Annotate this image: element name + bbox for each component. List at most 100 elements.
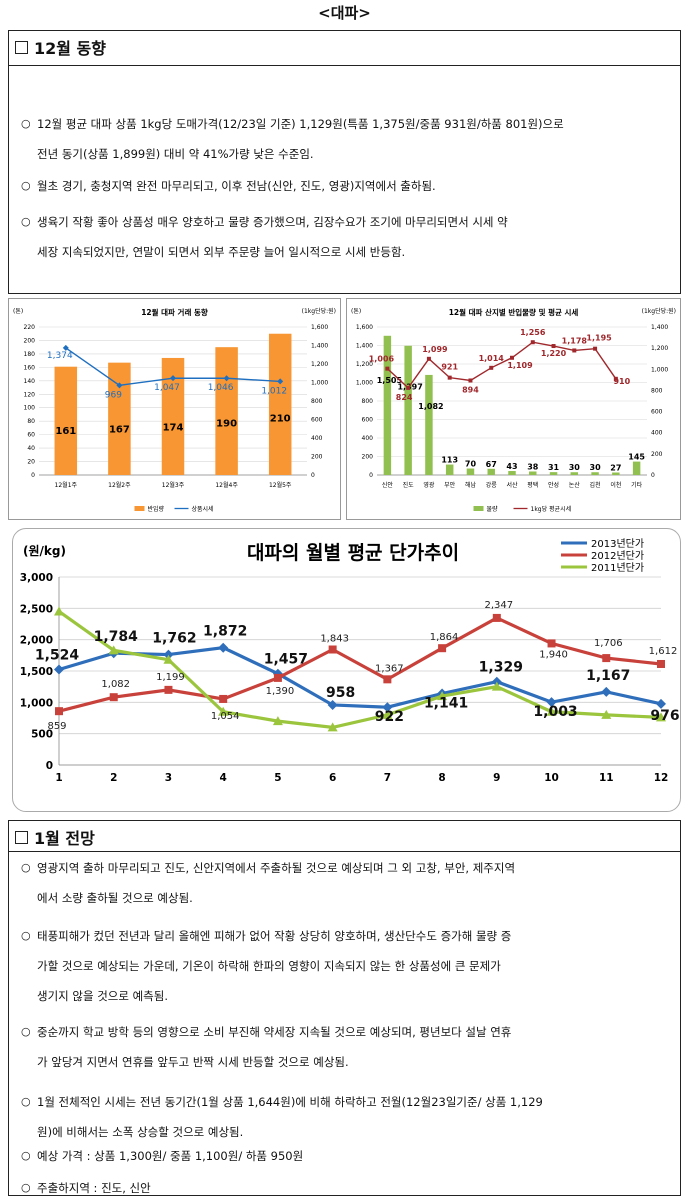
legend-swatch xyxy=(473,506,484,511)
x-tick-label: 5 xyxy=(274,772,281,784)
line-marker xyxy=(426,356,431,361)
bar xyxy=(549,472,558,475)
weekly-trade-chart: 12월 대파 거래 동향 (톤) (1kg단당:원) 0 20 40 60 80 100 120 1… xyxy=(8,298,341,520)
category-label: 12월2주 xyxy=(108,481,131,489)
value-label-2012: 1,390 xyxy=(266,686,295,697)
line-marker xyxy=(406,385,411,390)
value-label-2013: 1,329 xyxy=(479,660,523,676)
line-marker xyxy=(164,685,173,694)
bar-value-label: 174 xyxy=(163,423,184,434)
line-marker xyxy=(510,355,514,360)
bar-value-label: 167 xyxy=(109,424,130,435)
line-marker xyxy=(385,366,390,371)
value-label-2013: 1,141 xyxy=(424,695,468,711)
category-label: 안성 xyxy=(548,481,559,489)
left-tick-label: 1,000 xyxy=(356,380,373,387)
region-volume-chart: 12월 대파 산지별 반입물량 및 평균 시세 (톤) (1kg단당:원) 0 200 4… xyxy=(346,298,681,520)
value-label-2012: 1,706 xyxy=(594,638,623,649)
bar-value-label: 38 xyxy=(527,462,539,471)
circle-bullet-icon: ○ xyxy=(21,117,31,130)
bullet-text-line: 12월 평균 대파 상품 1kg당 도매가격(12/23일 기준) 1,129원… xyxy=(37,117,564,131)
line-marker xyxy=(551,344,556,349)
left-tick-label: 1,600 xyxy=(356,324,373,331)
right-tick-label: 1,200 xyxy=(311,361,328,368)
x-tick-label: 8 xyxy=(438,772,445,784)
line-marker xyxy=(383,675,392,684)
left-tick-label: 600 xyxy=(362,417,374,424)
chart-title: 12월 대파 거래 동향 xyxy=(141,307,208,317)
line-marker xyxy=(218,642,229,653)
line-value-label: 1,109 xyxy=(507,361,533,370)
line-marker xyxy=(327,699,338,710)
line-marker xyxy=(116,382,123,389)
left-tick-label: 200 xyxy=(24,337,36,344)
right-axis-unit: (1kg단당:원) xyxy=(302,307,336,315)
left-tick-label: 220 xyxy=(24,324,36,331)
legend-label: 2012년단가 xyxy=(591,550,644,562)
value-label-2012: 1,843 xyxy=(320,634,349,645)
bullet-item: ○ 1월 전체적인 시세는 전년 동기간(1월 상품 1,644원)에 비해 하락… xyxy=(15,1087,675,1147)
category-label: 강릉 xyxy=(486,481,498,489)
line-marker xyxy=(530,340,535,345)
legend-swatch xyxy=(134,506,145,511)
bar xyxy=(591,472,599,475)
line-marker xyxy=(163,654,174,664)
line-marker xyxy=(546,706,557,716)
bullet-text-line: 1월 전체적인 시세는 전년 동기간(1월 상품 1,644원)에 비해 하락하… xyxy=(37,1095,543,1109)
right-tick-label: 1,400 xyxy=(311,343,328,350)
line-value-label: 1,374 xyxy=(47,351,73,361)
circle-bullet-icon: ○ xyxy=(21,1181,31,1194)
line-value-label: 910 xyxy=(613,377,630,386)
value-label-2012: 859 xyxy=(47,721,66,732)
category-label: 이천 xyxy=(610,481,621,489)
bar xyxy=(612,472,620,475)
y-tick-label: 500 xyxy=(31,729,53,741)
line-marker xyxy=(277,378,284,385)
value-label-2012: 1,864 xyxy=(430,632,459,643)
right-tick-label: 600 xyxy=(651,409,663,416)
bullet-item: ○ 영광지역 출하 마무리되고 진도, 신안지역에서 주출하될 것으로 예상되며 … xyxy=(15,853,675,913)
right-tick-label: 1,400 xyxy=(651,324,668,331)
x-tick-label: 4 xyxy=(220,772,227,784)
bar xyxy=(404,345,412,475)
line-marker xyxy=(547,639,556,648)
line-marker xyxy=(55,707,63,716)
bar-value-label: 113 xyxy=(441,456,458,465)
line-value-label: 1,178 xyxy=(562,336,588,345)
checkbox-square-icon xyxy=(15,40,28,54)
category-label: 논산 xyxy=(569,481,581,489)
left-tick-label: 1,200 xyxy=(356,361,373,368)
region-volume-chart-svg: 12월 대파 산지별 반입물량 및 평균 시세 (톤) (1kg단당:원) 0 200 4… xyxy=(351,307,676,513)
document-title: <대파> xyxy=(318,4,371,22)
bar xyxy=(108,362,131,475)
bar-value-label: 67 xyxy=(486,460,497,469)
line-marker xyxy=(437,691,448,701)
left-tick-label: 0 xyxy=(31,472,35,479)
right-tick-label: 0 xyxy=(311,472,315,479)
line-marker xyxy=(108,645,119,655)
right-tick-label: 800 xyxy=(651,387,663,394)
right-tick-label: 1,200 xyxy=(651,345,668,352)
line-marker xyxy=(327,722,338,732)
left-tick-label: 400 xyxy=(362,435,374,442)
line-value-label: 894 xyxy=(462,385,479,394)
bar-value-label: 145 xyxy=(628,453,645,462)
bar xyxy=(445,464,454,475)
heading-divider xyxy=(9,851,680,852)
x-tick-label: 10 xyxy=(544,772,559,784)
line-marker xyxy=(62,344,69,351)
bar xyxy=(466,468,475,475)
bar-value-label: 30 xyxy=(569,463,581,472)
bullet-text-line: 에서 소량 출하될 것으로 예상됨. xyxy=(37,891,193,905)
bullet-item: ○ 예상 가격 : 상품 1,300원/ 중품 1,100원/ 하품 950원 xyxy=(15,1141,675,1171)
bar xyxy=(161,357,185,475)
value-label-2013: 1,524 xyxy=(35,647,80,663)
series-line xyxy=(58,646,662,709)
chart-title: 대파의 월별 평균 단가추이 xyxy=(247,542,459,564)
section-title: 1월 전망 xyxy=(34,829,95,848)
line-marker xyxy=(572,348,577,353)
bar xyxy=(215,347,238,475)
bullet-text-line: 원)에 비해서는 소폭 상승할 것으로 예상됨. xyxy=(37,1125,244,1139)
category-label: 12월3주 xyxy=(162,481,185,489)
category-label: 김천 xyxy=(590,481,601,489)
